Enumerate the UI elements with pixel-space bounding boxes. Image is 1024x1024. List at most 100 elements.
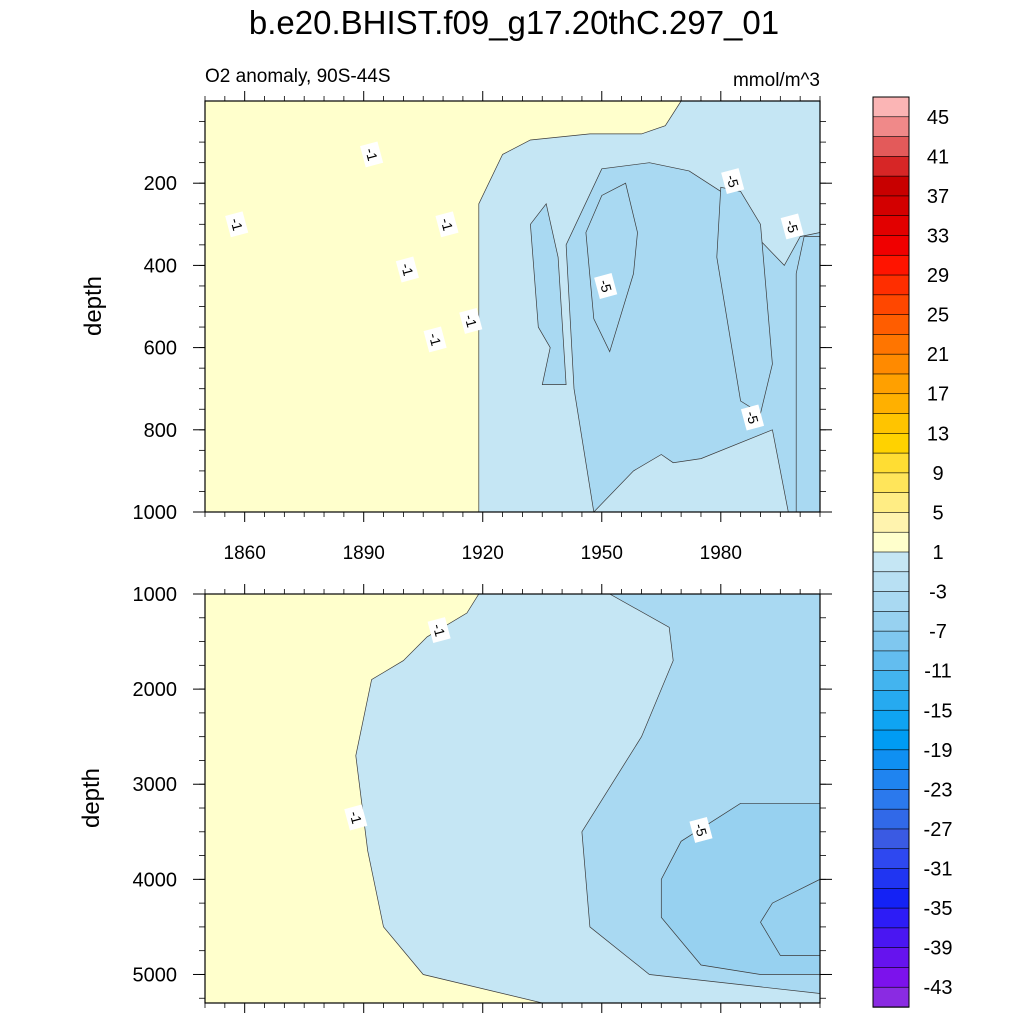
contour-label: -1 [423,326,447,353]
contour-label: -5 [721,168,745,195]
contour-label-bg [689,816,713,843]
colorbar-tick-label: -43 [924,977,953,999]
colorbar-swatch [872,512,910,533]
colorbar-swatch [872,96,910,118]
colorbar-swatch [872,195,910,217]
contour-label-bg [459,307,483,334]
colorbar-swatch [872,986,910,1008]
colorbar-tick-label: 13 [927,423,949,445]
contour-label: -1 [225,211,249,238]
colorbar-swatch [872,136,910,158]
colorbar-tick-label: 17 [927,384,949,406]
contour-region [530,202,567,385]
contour-label-text: -5 [596,278,615,294]
y-tick-label: 800 [144,420,177,442]
contour-label: -1 [427,617,451,644]
colorbar-tick-label: 1 [932,542,943,564]
contour-label-text: -1 [438,216,457,232]
contour-label-text: -5 [783,218,802,234]
contour-label: -5 [594,273,618,299]
colorbar-swatch [872,611,910,632]
colorbar-swatch [872,235,910,256]
colorbar-swatch [872,334,910,355]
chart-title: b.e20.BHIST.f09_g17.20thC.297_01 [249,4,779,41]
colorbar-frame [872,96,910,1008]
y-tick-label: 3000 [133,774,178,796]
y-tick-label: 1000 [133,502,178,524]
y-tick-label: 200 [144,173,177,195]
contour-fills [355,594,820,1003]
contour-label: -1 [344,804,368,831]
contour-label: -1 [459,307,483,334]
x-tick-label: 1890 [343,543,385,564]
colorbar-tick-label: 21 [927,344,949,366]
lower-ylabel: depth [78,768,105,828]
colorbar-swatch [872,789,910,810]
upper-ylabel: depth [80,276,107,336]
colorbar-swatch [872,432,910,454]
colorbar-swatch [872,887,910,909]
x-tick-label: 1950 [581,543,623,564]
contour-label-text: -5 [723,173,742,189]
colorbar-tick-label: -39 [924,938,953,960]
contour-label-bg [721,168,745,195]
colorbar-tick-label: 41 [927,146,949,168]
contour-label-text: -1 [430,622,449,638]
contour-region [716,186,773,414]
colorbar-tick-label: -15 [924,700,953,722]
colorbar-tick-label: 33 [927,226,949,248]
x-tick-label: 1920 [462,543,504,564]
contour-label: -5 [689,816,713,843]
colorbar-swatch [872,116,910,138]
colorbar-swatch [872,729,910,751]
colorbar-tick-label: -11 [924,661,951,683]
colorbar-swatch [872,927,910,949]
colorbar-swatch [872,630,910,652]
colorbar-tick-label: -23 [924,779,953,801]
colorbar: 45 41 37 33 29 25 21 17 13 9 5 1 -3 -7 -11 -15 -19 -23 -27… [872,96,953,1008]
colorbar-swatch [872,690,910,711]
contour-label-text: -5 [743,409,762,425]
colorbar-swatch [872,373,910,395]
contour-label-text: -1 [398,261,417,277]
contour-region [760,878,820,956]
colorbar-swatch [872,353,910,375]
y-tick-label: 2000 [133,679,178,701]
colorbar-swatch [872,274,910,296]
x-tick-label: 1860 [224,543,266,564]
units-label: mmol/m^3 [733,70,820,91]
colorbar-swatch [872,749,910,771]
y-tick-label: 4000 [133,869,178,891]
colorbar-swatch [872,709,910,731]
colorbar-swatch [872,393,910,415]
colorbar-tick-label: 45 [927,107,949,129]
colorbar-swatch [872,947,910,969]
contour-label-bg [435,211,459,238]
contour-label-bg [427,617,451,644]
colorbar-swatch [872,848,910,870]
contour-fills [478,101,820,512]
colorbar-tick-label: -31 [924,859,953,881]
colorbar-swatch [872,472,910,494]
contour-label-bg [395,256,419,283]
colorbar-swatch [872,314,910,336]
colorbar-swatch [872,967,910,988]
contour-label: -5 [780,213,804,240]
colorbar-swatch [872,175,910,197]
colorbar-swatch [872,215,910,237]
colorbar-swatch [872,492,910,514]
colorbar-swatch [872,254,910,276]
contour-label: -1 [360,141,384,168]
colorbar-swatch [872,531,910,553]
colorbar-swatch [872,907,910,929]
y-tick-label: 400 [144,255,177,277]
colorbar-tick-label: -27 [924,819,953,841]
colorbar-tick-label: -7 [929,621,947,643]
colorbar-swatch [872,808,910,830]
colorbar-swatch [872,828,910,850]
colorbar-swatch [872,571,910,593]
contour-label-bg [780,213,804,240]
contour-label-text: -1 [227,216,246,232]
contour-label-text: -1 [346,809,365,825]
